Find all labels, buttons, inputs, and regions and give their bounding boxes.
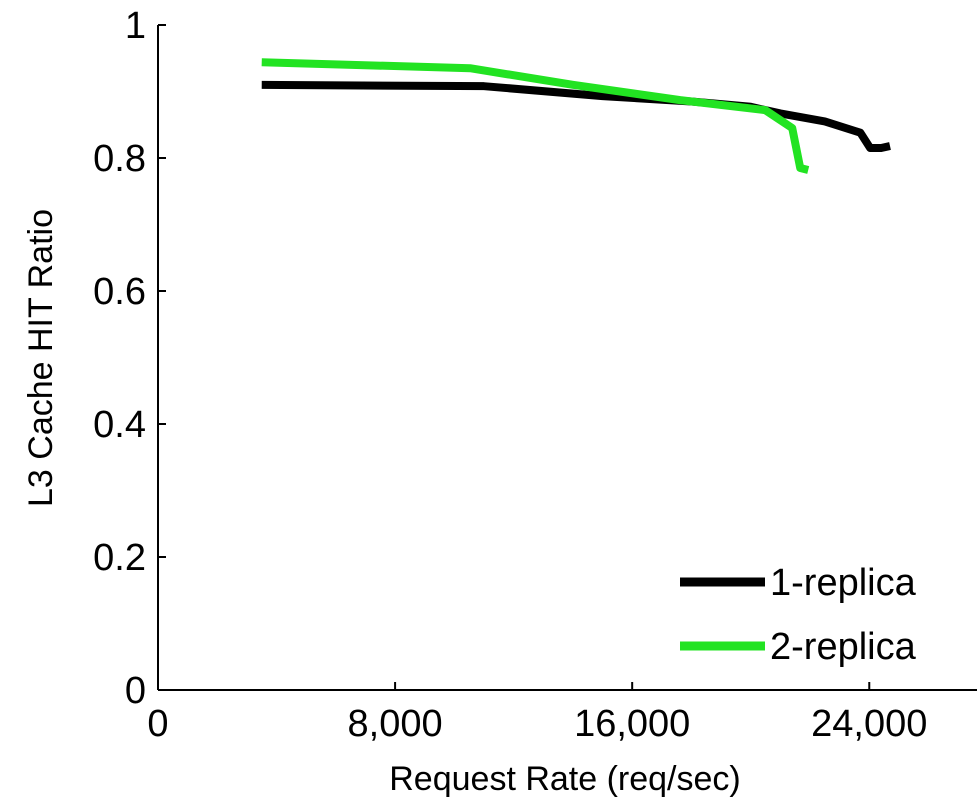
line-series	[261, 80, 891, 153]
legend-label: 1-replica	[770, 562, 917, 604]
y-tick-label: 0.4	[93, 404, 146, 446]
line-series	[261, 58, 810, 174]
y-tick-label: 0	[125, 670, 146, 712]
legend-label: 2-replica	[770, 626, 917, 668]
y-tick-label: 0.8	[93, 138, 146, 180]
y-axis-label: L3 Cache HIT Ratio	[22, 209, 60, 507]
y-tick-label: 1	[125, 5, 146, 47]
x-tick-label: 8,000	[348, 703, 443, 745]
x-tick-label: 16,000	[574, 703, 690, 745]
y-tick-label: 0.6	[93, 271, 146, 313]
x-tick-label: 0	[147, 703, 168, 745]
y-tick-label: 0.2	[93, 537, 146, 579]
x-axis-label: Request Rate (req/sec)	[389, 760, 741, 798]
x-tick-label: 24,000	[811, 703, 927, 745]
